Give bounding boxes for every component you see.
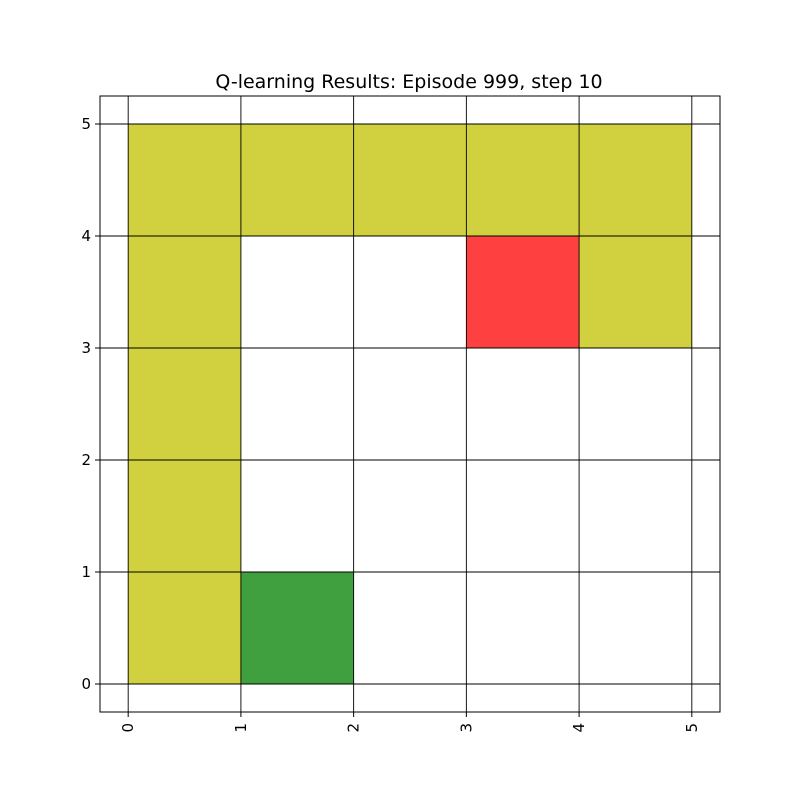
cell-path	[240, 124, 354, 236]
cell-path	[353, 124, 467, 236]
y-tick-label: 2	[81, 451, 91, 469]
y-tick-label: 3	[81, 339, 91, 357]
plot-frame	[99, 95, 721, 713]
y-tick-label: 0	[81, 675, 91, 693]
x-tick-label: 4	[570, 723, 588, 733]
chart-title: Q-learning Results: Episode 999, step 10	[215, 71, 602, 93]
cell-path	[128, 124, 241, 236]
y-tick-label: 5	[81, 115, 91, 133]
y-tick-label: 4	[81, 227, 91, 245]
cell-path	[466, 124, 580, 236]
cell-path	[128, 348, 241, 460]
x-tick-label: 1	[232, 723, 250, 733]
y-axis: 0 1 2 3 4 5	[81, 115, 100, 693]
grid-layer	[100, 96, 720, 712]
x-axis: 0 1 2 3 4 5	[119, 712, 701, 733]
x-tick-label: 2	[345, 723, 363, 733]
cell-path	[579, 236, 692, 348]
y-tick-label: 1	[81, 563, 91, 581]
cell-path	[128, 460, 241, 572]
cell-goal	[466, 236, 580, 348]
x-tick-label: 5	[683, 723, 701, 733]
cell-path	[579, 124, 692, 236]
cell-path	[128, 236, 241, 348]
x-tick-label: 3	[457, 723, 475, 733]
cell-start	[240, 572, 354, 684]
x-tick-label: 0	[119, 723, 137, 733]
cells-layer	[128, 124, 692, 684]
cell-path	[128, 572, 241, 684]
